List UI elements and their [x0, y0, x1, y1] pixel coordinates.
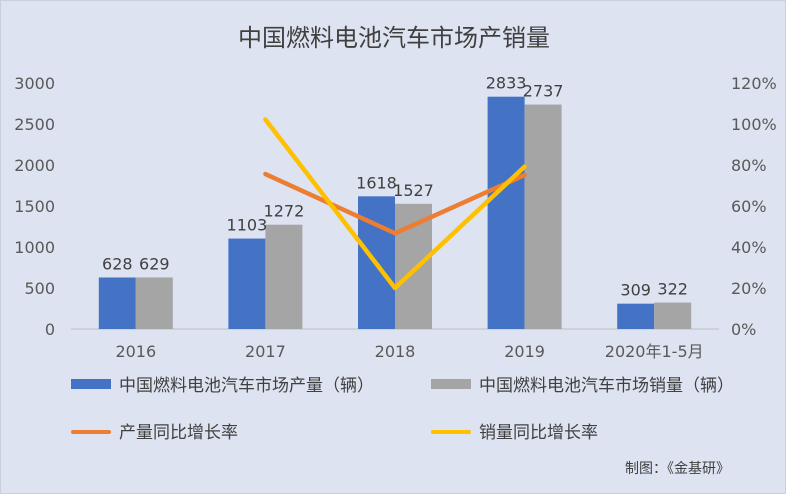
bar — [617, 303, 655, 329]
x-tick-label: 2017 — [245, 342, 286, 361]
legend-item-production: 中国燃料电池汽车市场产量（辆） — [71, 376, 374, 396]
growth-line — [263, 171, 527, 236]
bar — [228, 238, 266, 329]
bar-labels-layer: 628 1103 1618 2833 309 629 1272 1527 2737 322 — [102, 74, 688, 300]
left-tick-label: 2000 — [14, 156, 55, 175]
right-tick-label: 20% — [731, 279, 767, 298]
bar-value-label: 629 — [139, 254, 170, 273]
bar-value-label: 1103 — [227, 216, 268, 235]
bar — [135, 277, 173, 329]
x-tick-label: 2018 — [375, 342, 416, 361]
right-tick-label: 100% — [731, 115, 777, 134]
legend: 中国燃料电池汽车市场产量（辆） 中国燃料电池汽车市场销量（辆） 产量同比增长率 … — [71, 376, 734, 443]
right-tick-label: 40% — [731, 238, 767, 257]
legend-swatch-sales — [431, 379, 471, 389]
bar-value-label: 1272 — [264, 202, 305, 221]
x-tick-label: 2020年1-5月 — [605, 342, 704, 361]
left-tick-label: 0 — [45, 320, 55, 339]
bar-value-label: 1527 — [393, 181, 434, 200]
source-note: 制图：《金基研》 — [625, 460, 730, 477]
left-axis: 0 500 1000 1500 2000 2500 3000 — [14, 74, 55, 339]
legend-item-sales: 中国燃料电池汽车市场销量（辆） — [431, 376, 734, 396]
legend-label-production-growth: 产量同比增长率 — [119, 423, 238, 443]
right-tick-label: 60% — [731, 197, 767, 216]
legend-item-sales-growth: 销量同比增长率 — [431, 423, 598, 443]
left-tick-label: 500 — [24, 279, 55, 298]
bar-value-label: 322 — [657, 280, 688, 299]
right-tick-label: 0% — [731, 320, 756, 339]
legend-label-sales: 中国燃料电池汽车市场销量（辆） — [479, 376, 734, 396]
legend-label-sales-growth: 销量同比增长率 — [479, 423, 598, 443]
left-tick-label: 3000 — [14, 74, 55, 93]
bar — [524, 104, 562, 329]
right-axis: 0% 20% 40% 60% 80% 100% 120% — [731, 74, 777, 339]
x-axis: 2016 2017 2018 2019 2020年1-5月 — [115, 342, 703, 361]
bar — [98, 277, 136, 329]
left-tick-label: 1000 — [14, 238, 55, 257]
legend-label-production: 中国燃料电池汽车市场产量（辆） — [119, 376, 374, 396]
left-tick-label: 1500 — [14, 197, 55, 216]
left-tick-label: 2500 — [14, 115, 55, 134]
growth-line — [263, 117, 527, 291]
bar-value-label: 2737 — [523, 82, 564, 101]
bar-value-label: 628 — [102, 255, 133, 274]
lines-layer — [263, 117, 527, 291]
chart-title: 中国燃料电池汽车市场产销量 — [238, 24, 550, 52]
bar-value-label: 309 — [620, 281, 651, 300]
x-tick-label: 2016 — [115, 342, 156, 361]
legend-swatch-production — [71, 379, 111, 389]
bar — [487, 96, 525, 329]
right-tick-label: 80% — [731, 156, 767, 175]
bar-value-label: 2833 — [486, 74, 527, 93]
legend-item-production-growth: 产量同比增长率 — [71, 423, 238, 443]
bars-layer — [98, 96, 692, 329]
x-tick-label: 2019 — [504, 342, 545, 361]
bar — [654, 302, 692, 329]
right-tick-label: 120% — [731, 74, 777, 93]
bar-value-label: 1618 — [356, 173, 397, 192]
bar — [265, 224, 303, 329]
